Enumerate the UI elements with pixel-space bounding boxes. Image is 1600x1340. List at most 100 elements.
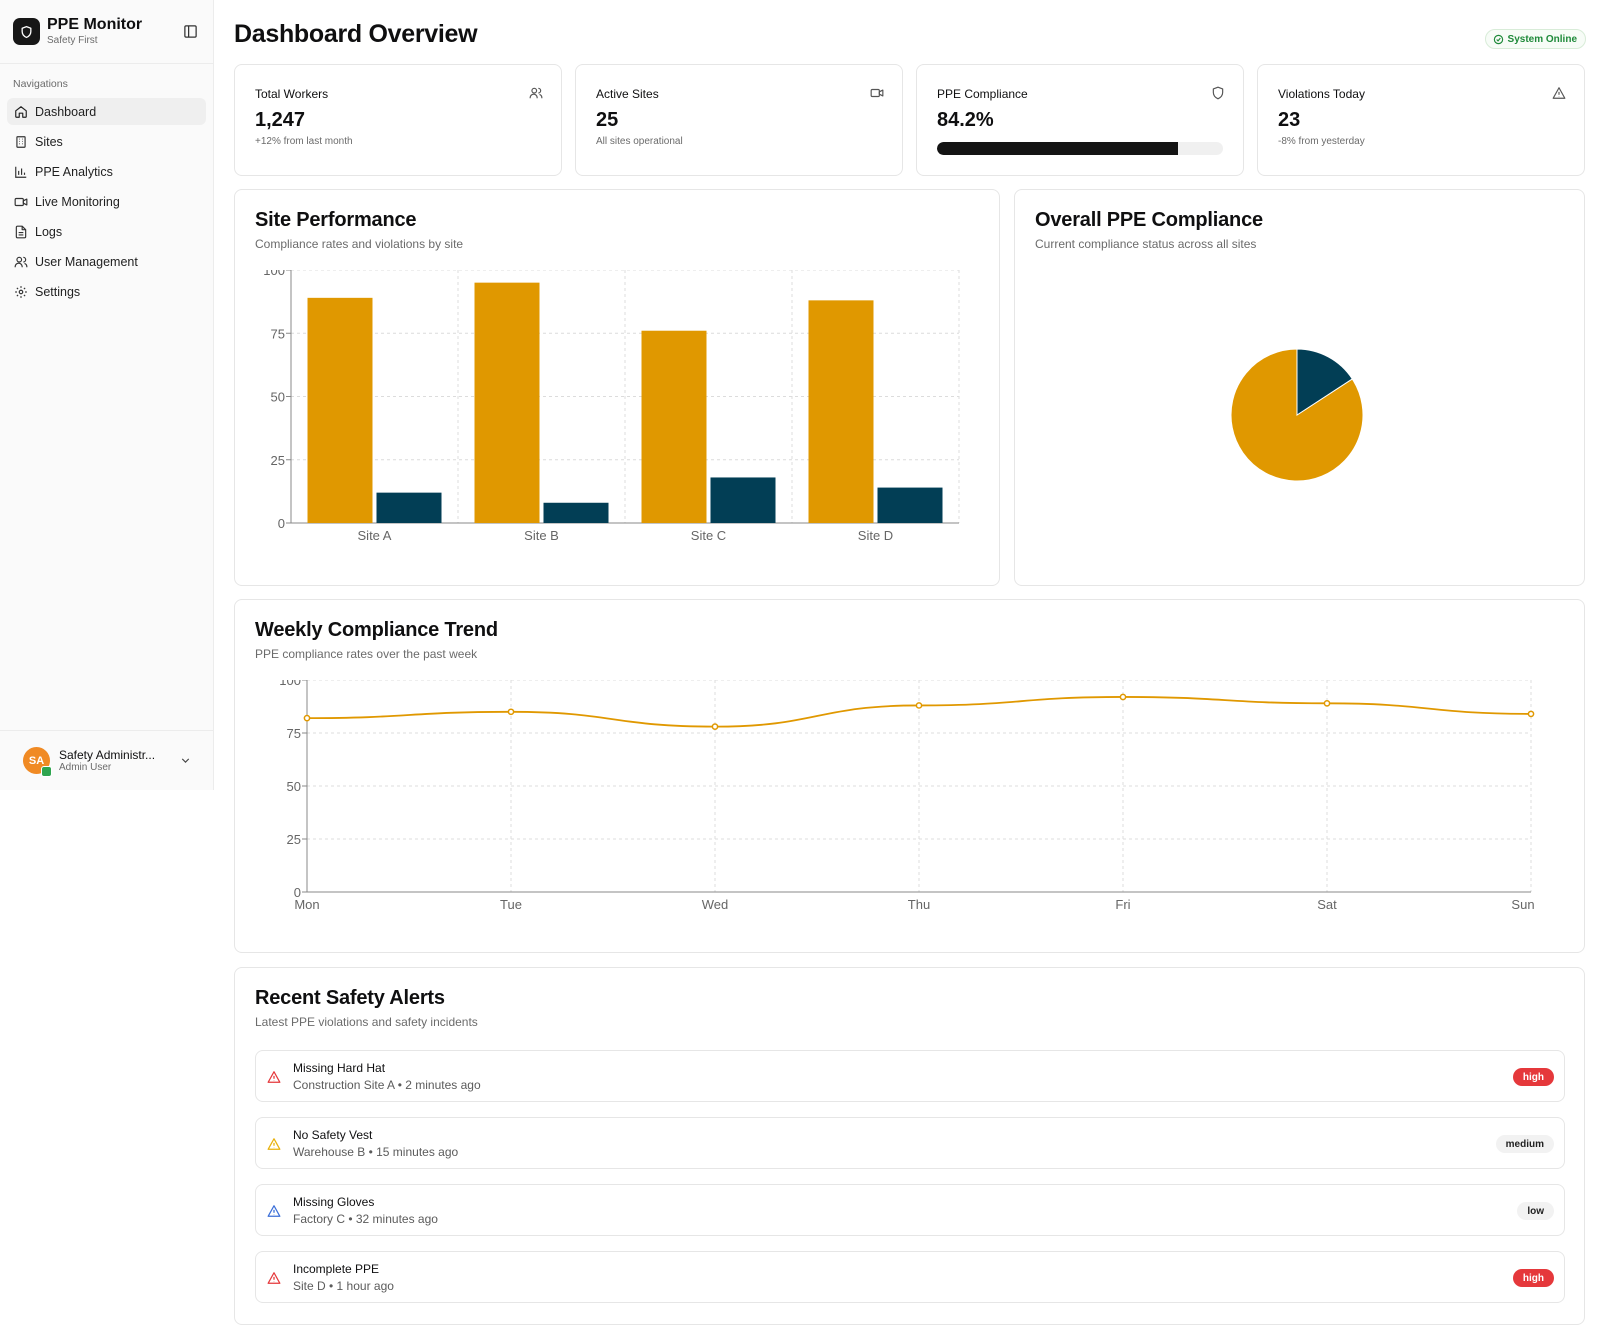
- alert-title: Incomplete PPE: [293, 1262, 380, 1276]
- sidebar-toggle-button[interactable]: [179, 21, 201, 43]
- severity-badge: low: [1517, 1202, 1554, 1220]
- brand-text: PPE Monitor Safety First: [47, 15, 179, 48]
- bar: [376, 492, 442, 523]
- data-point: [1527, 710, 1535, 718]
- alert-item[interactable]: Incomplete PPE Site D • 1 hour ago high: [255, 1251, 1565, 1303]
- stat-value: 84.2%: [937, 109, 994, 131]
- alert-title: No Safety Vest: [293, 1128, 373, 1142]
- stat-card-violations-today: Violations Today 23 -8% from yesterday: [1257, 64, 1585, 176]
- sidebar-item-label: Logs: [35, 224, 63, 239]
- warning-icon: [267, 1205, 281, 1217]
- site-performance-card: Site Performance Compliance rates and vi…: [234, 189, 1000, 586]
- sidebar: PPE Monitor Safety First Navigations Das…: [0, 0, 214, 790]
- avatar-initials: SA: [28, 754, 45, 767]
- users-icon: [529, 87, 543, 99]
- alert-meta: Site D • 1 hour ago: [293, 1279, 394, 1293]
- alert-meta: Warehouse B • 15 minutes ago: [293, 1145, 459, 1159]
- data-point: [303, 714, 311, 722]
- sidebar-item-sites[interactable]: Sites: [7, 128, 206, 155]
- card-subtitle: PPE compliance rates over the past week: [255, 647, 478, 661]
- alert-meta: Construction Site A • 2 minutes ago: [293, 1078, 481, 1092]
- stat-card-active-sites: Active Sites 25 All sites operational: [575, 64, 903, 176]
- card-title: Weekly Compliance Trend: [255, 619, 498, 641]
- card-subtitle: Compliance rates and violations by site: [255, 237, 464, 251]
- stat-note: -8% from yesterday: [1278, 136, 1365, 147]
- bar: [307, 297, 373, 523]
- y-tick-label: 75: [271, 326, 285, 341]
- card-title: Recent Safety Alerts: [255, 987, 445, 1009]
- y-tick-label: 0: [294, 885, 301, 900]
- y-tick-label: 25: [287, 832, 301, 847]
- y-tick-label: 50: [271, 390, 285, 405]
- data-point: [711, 723, 719, 730]
- brand-title: PPE Monitor: [47, 16, 143, 33]
- home-icon: [15, 105, 27, 118]
- file-text-icon: [15, 225, 27, 238]
- sidebar-item-label: PPE Analytics: [35, 164, 113, 179]
- y-tick-label: 75: [287, 726, 301, 741]
- alert-item[interactable]: Missing Hard Hat Construction Site A • 2…: [255, 1050, 1565, 1102]
- x-tick-label: Fri: [1115, 897, 1130, 912]
- data-point: [507, 708, 515, 716]
- sidebar-item-settings[interactable]: Settings: [7, 278, 206, 305]
- data-point: [915, 702, 923, 709]
- data-point: [1323, 699, 1331, 707]
- bar: [641, 330, 707, 523]
- y-tick-label: 100: [279, 680, 301, 688]
- compliance-progress-bar: [937, 142, 1223, 155]
- user-role: Admin User: [59, 762, 112, 773]
- page-title: Dashboard Overview: [234, 20, 478, 48]
- sidebar-item-user-management[interactable]: User Management: [7, 248, 206, 275]
- recent-alerts-card: Recent Safety Alerts Latest PPE violatio…: [234, 967, 1585, 1325]
- bar: [474, 282, 540, 523]
- bar: [710, 477, 776, 523]
- site-performance-chart: 0 25 50 75 100 Site A Site B Site C Site D: [263, 270, 960, 543]
- sidebar-item-label: Dashboard: [35, 104, 97, 119]
- avatar: SA: [23, 747, 52, 777]
- card-title: Overall PPE Compliance: [1035, 209, 1263, 231]
- x-tick-label: Sat: [1317, 897, 1337, 912]
- user-info: Safety Administr... Admin User: [59, 748, 179, 773]
- sidebar-nav: Dashboard Sites PPE Analytics Live Monit…: [0, 98, 213, 305]
- sidebar-item-dashboard[interactable]: Dashboard: [7, 98, 206, 125]
- stat-note: All sites operational: [596, 136, 683, 147]
- x-tick-label: Site C: [691, 528, 726, 543]
- progress-fill: [937, 142, 1178, 155]
- stat-value: 25: [596, 109, 619, 131]
- card-title: Site Performance: [255, 209, 417, 231]
- status-badge: System Online: [1484, 29, 1586, 49]
- severity-badge: high: [1512, 1269, 1554, 1287]
- check-circle-icon: [1493, 34, 1503, 44]
- sidebar-item-ppe-analytics[interactable]: PPE Analytics: [7, 158, 206, 185]
- video-icon: [870, 88, 884, 98]
- gear-icon: [15, 285, 27, 298]
- users-icon: [14, 256, 28, 267]
- brand-subtitle: Safety First: [47, 35, 98, 46]
- y-tick-label: 100: [263, 270, 285, 278]
- user-menu-button[interactable]: SA Safety Administr... Admin User: [0, 730, 214, 790]
- sidebar-item-logs[interactable]: Logs: [7, 218, 206, 245]
- severity-badge: medium: [1495, 1135, 1554, 1153]
- x-tick-label: Tue: [500, 897, 522, 912]
- alert-meta: Factory C • 32 minutes ago: [293, 1212, 438, 1226]
- card-subtitle: Current compliance status across all sit…: [1035, 237, 1257, 251]
- sidebar-item-live-monitoring[interactable]: Live Monitoring: [7, 188, 206, 215]
- weekly-trend-chart: 0 25 50 75 100 Mon Tue Wed Thu Fri Sat Sun: [279, 680, 1535, 912]
- x-tick-label: Site D: [858, 528, 893, 543]
- alert-item[interactable]: Missing Gloves Factory C • 32 minutes ag…: [255, 1184, 1565, 1236]
- shield-icon: [1212, 86, 1224, 100]
- x-tick-label: Site B: [524, 528, 559, 543]
- alert-item[interactable]: No Safety Vest Warehouse B • 15 minutes …: [255, 1117, 1565, 1169]
- sidebar-item-label: Live Monitoring: [35, 194, 120, 209]
- x-tick-label: Wed: [702, 897, 729, 912]
- sidebar-item-label: Settings: [35, 284, 81, 299]
- stat-note: +12% from last month: [255, 136, 353, 147]
- x-tick-label: Site A: [358, 528, 392, 543]
- y-tick-label: 50: [287, 779, 301, 794]
- stat-value: 23: [1278, 109, 1301, 131]
- video-icon: [14, 197, 28, 206]
- shield-icon: [13, 18, 40, 45]
- bar: [543, 502, 609, 523]
- bar: [877, 487, 943, 523]
